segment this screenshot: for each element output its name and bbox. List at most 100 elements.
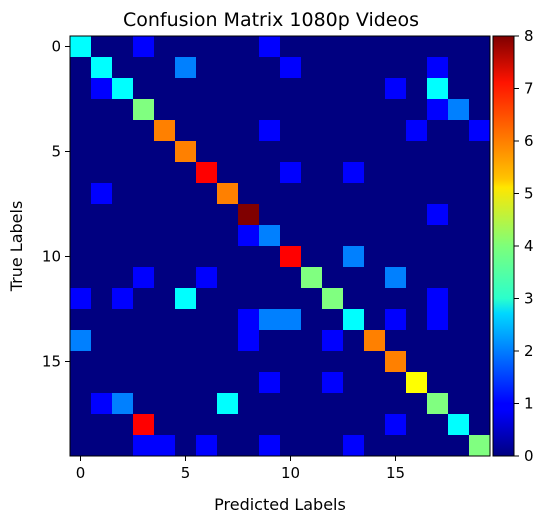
heatmap-cell (175, 414, 197, 436)
heatmap-cell (364, 99, 386, 121)
heatmap-cell (343, 183, 365, 205)
heatmap-cell (343, 414, 365, 436)
heatmap-cell (133, 141, 155, 163)
colorbar-ticks: 0 1 2 3 4 5 6 7 8 (514, 27, 534, 465)
heatmap-cell (448, 78, 470, 100)
heatmap-cell (238, 36, 260, 58)
heatmap-cell (259, 183, 281, 205)
heatmap-cell (238, 372, 260, 394)
heatmap-cell (217, 267, 239, 289)
heatmap-cell (175, 288, 197, 310)
heatmap-cell (427, 99, 449, 121)
heatmap-cell (280, 225, 302, 247)
heatmap-cell (301, 267, 323, 289)
heatmap-cell (406, 288, 428, 310)
heatmap-cell (91, 141, 113, 163)
heatmap-cell (259, 372, 281, 394)
x-tick-label: 5 (181, 464, 191, 482)
heatmap-cell (175, 183, 197, 205)
heatmap-cell (154, 435, 176, 457)
heatmap-cell (238, 393, 260, 415)
heatmap-cell (154, 36, 176, 58)
heatmap-cell (259, 141, 281, 163)
heatmap-cell (280, 183, 302, 205)
heatmap-cell (154, 351, 176, 373)
heatmap-cell (448, 120, 470, 142)
heatmap-cell (448, 204, 470, 226)
heatmap-cell (322, 99, 344, 121)
heatmap-cell (175, 36, 197, 58)
heatmap-cell (112, 267, 134, 289)
heatmap-cell (133, 267, 155, 289)
heatmap-cell (154, 57, 176, 79)
heatmap-cell (301, 36, 323, 58)
heatmap-cell (427, 393, 449, 415)
heatmap-cell (406, 351, 428, 373)
heatmap-cell (133, 309, 155, 331)
heatmap-cell (322, 309, 344, 331)
heatmap-cell (301, 414, 323, 436)
heatmap-cell (238, 351, 260, 373)
heatmap-cell (322, 162, 344, 184)
heatmap-cell (364, 36, 386, 58)
heatmap-cell (154, 204, 176, 226)
y-tick-label: 10 (42, 248, 61, 266)
heatmap-cell (70, 288, 92, 310)
heatmap-cell (427, 288, 449, 310)
heatmap-cell (448, 162, 470, 184)
heatmap-cell (322, 267, 344, 289)
heatmap-cell (427, 120, 449, 142)
heatmap-cell (175, 351, 197, 373)
heatmap-cell (217, 141, 239, 163)
heatmap-cell (364, 351, 386, 373)
heatmap-cell (469, 78, 491, 100)
heatmap-cell (112, 372, 134, 394)
heatmap-cell (70, 435, 92, 457)
heatmap-cell (70, 204, 92, 226)
heatmap-cell (469, 141, 491, 163)
heatmap-cell (427, 435, 449, 457)
heatmap-cell (280, 246, 302, 268)
heatmap-cell (91, 99, 113, 121)
heatmap-cell (70, 393, 92, 415)
heatmap-cell (154, 141, 176, 163)
heatmap-cell (217, 78, 239, 100)
heatmap-cell (238, 183, 260, 205)
heatmap-cell (259, 393, 281, 415)
heatmap-cell (343, 351, 365, 373)
heatmap-cell (175, 246, 197, 268)
heatmap-cell (448, 141, 470, 163)
colorbar-tick-label: 6 (524, 132, 534, 150)
heatmap-cell (259, 36, 281, 58)
heatmap-cell (322, 120, 344, 142)
x-tick-label: 15 (386, 464, 405, 482)
heatmap-cell (154, 414, 176, 436)
heatmap-cell (112, 120, 134, 142)
heatmap-cell (112, 330, 134, 352)
heatmap-cell (217, 435, 239, 457)
heatmap-cell (427, 414, 449, 436)
heatmap-cell (238, 267, 260, 289)
heatmap-cell (385, 57, 407, 79)
heatmap-cell (406, 225, 428, 247)
heatmap-cell (154, 225, 176, 247)
heatmap-cell (133, 99, 155, 121)
heatmap-cell (385, 372, 407, 394)
heatmap-cell (322, 288, 344, 310)
heatmap-cell (217, 57, 239, 79)
heatmap-cell (343, 309, 365, 331)
heatmap-cell (91, 162, 113, 184)
y-axis-ticks: 0 5 10 15 (42, 38, 70, 371)
heatmap-cell (406, 99, 428, 121)
heatmap-cell (406, 141, 428, 163)
heatmap-cell (385, 435, 407, 457)
heatmap-cell (322, 330, 344, 352)
heatmap-cell (112, 309, 134, 331)
heatmap-cell (364, 288, 386, 310)
heatmap-cell (343, 162, 365, 184)
heatmap-cell (70, 351, 92, 373)
heatmap-cell (364, 57, 386, 79)
heatmap-cell (238, 99, 260, 121)
heatmap-cell (427, 57, 449, 79)
heatmap-cell (259, 309, 281, 331)
